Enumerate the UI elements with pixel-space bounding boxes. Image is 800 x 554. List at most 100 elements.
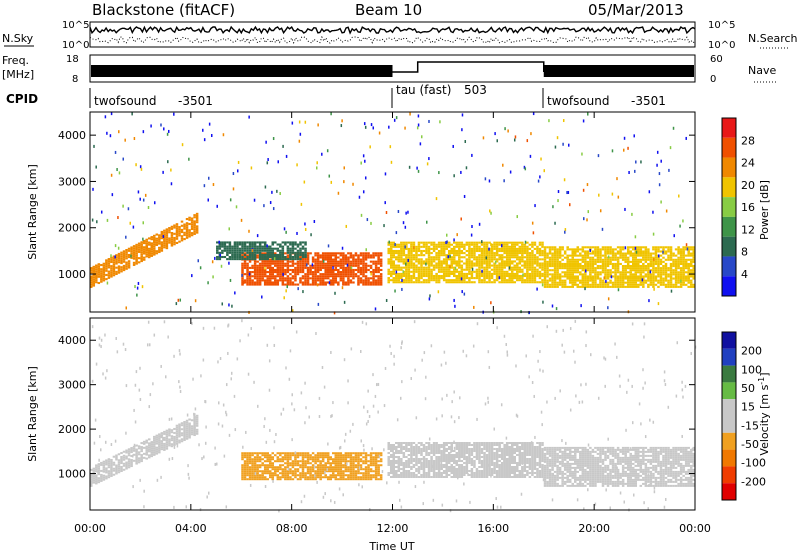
- heatmap-cell: [417, 114, 420, 118]
- heatmap-cell: [440, 241, 443, 244]
- heatmap-cell: [586, 283, 590, 286]
- heatmap-cell: [558, 260, 562, 263]
- heatmap-cell: [521, 281, 524, 284]
- heatmap-cell: [183, 430, 186, 433]
- heatmap-cell: [311, 456, 315, 459]
- heatmap-cell: [473, 258, 476, 261]
- heatmap-cell: [599, 209, 602, 213]
- heatmap-cell: [347, 264, 350, 267]
- heatmap-cell: [122, 468, 126, 471]
- heatmap-cell: [286, 470, 290, 473]
- heatmap-cell: [158, 248, 161, 251]
- heatmap-cell: [422, 272, 426, 275]
- heatmap-cell: [582, 188, 585, 192]
- heatmap-cell: [374, 462, 378, 465]
- heatmap-cell: [319, 281, 322, 284]
- heatmap-cell: [679, 281, 683, 284]
- heatmap-cell: [233, 249, 237, 252]
- heatmap-cell: [427, 268, 431, 271]
- heatmap-cell: [304, 264, 307, 267]
- heatmap-cell: [591, 250, 595, 253]
- heatmap-cell: [367, 464, 370, 467]
- heatmap-cell: [158, 451, 161, 454]
- heatmap-cell: [266, 262, 269, 265]
- heatmap-cell: [150, 124, 152, 128]
- heatmap-cell: [616, 177, 618, 181]
- heatmap-cell: [417, 476, 421, 478]
- heatmap-cell: [407, 264, 411, 267]
- heatmap-cell: [117, 463, 121, 466]
- heatmap-cell: [417, 279, 421, 282]
- heatmap-cell: [599, 254, 602, 257]
- heatmap-cell: [352, 182, 354, 186]
- heatmap-cell: [568, 143, 570, 147]
- heatmap-cell: [374, 456, 378, 459]
- heatmap-cell: [334, 258, 338, 261]
- heatmap-cell: [531, 249, 534, 253]
- heatmap-cell: [357, 271, 360, 274]
- heatmap-cell: [291, 121, 294, 125]
- heatmap-cell: [316, 476, 320, 479]
- heatmap-cell: [626, 258, 630, 261]
- heatmap-cell: [614, 273, 617, 276]
- heatmap-cell: [405, 446, 408, 448]
- heatmap-cell: [475, 247, 479, 250]
- heatmap-cell: [276, 476, 280, 479]
- heatmap-cell: [190, 232, 194, 235]
- heatmap-cell: [286, 474, 290, 477]
- heatmap-cell: [212, 183, 215, 187]
- heatmap-cell: [100, 274, 103, 277]
- heatmap-cell: [402, 456, 406, 458]
- heatmap-cell: [400, 249, 403, 253]
- heatmap-cell: [422, 274, 426, 278]
- heatmap-cell: [528, 311, 530, 315]
- heatmap-cell: [145, 445, 148, 448]
- heatmap-cell: [120, 466, 123, 469]
- heatmap-cell: [276, 468, 280, 471]
- heatmap-cell: [360, 161, 362, 165]
- heatmap-cell: [586, 252, 590, 255]
- heatmap-cell: [291, 309, 294, 313]
- heatmap-cell: [145, 441, 148, 444]
- heatmap-cell: [364, 264, 368, 267]
- heatmap-cell: [140, 458, 143, 461]
- heatmap-cell: [432, 264, 436, 267]
- heatmap-cell: [110, 464, 113, 467]
- nave-tick-bottom: 0: [710, 74, 716, 85]
- heatmap-cell: [145, 244, 148, 248]
- heatmap-cell: [483, 274, 486, 278]
- heatmap-cell: [299, 452, 302, 455]
- heatmap-cell: [392, 270, 396, 273]
- heatmap-cell: [321, 266, 325, 269]
- heatmap-cell: [228, 258, 232, 261]
- heatmap-cell: [516, 279, 519, 282]
- heatmap-cell: [360, 213, 363, 217]
- heatmap-cell: [437, 277, 441, 280]
- heatmap-cell: [120, 456, 123, 459]
- heatmap-cell: [357, 476, 360, 479]
- heatmap-cell: [281, 268, 285, 272]
- heatmap-cell: [543, 267, 547, 270]
- heatmap-cell: [185, 419, 189, 422]
- heatmap-cell: [417, 245, 421, 248]
- heatmap-cell: [543, 283, 547, 286]
- heatmap-cell: [508, 254, 511, 257]
- heatmap-cell: [498, 266, 501, 269]
- heatmap-cell: [402, 466, 406, 468]
- heatmap-cell: [458, 258, 461, 261]
- heatmap-cell: [437, 264, 441, 267]
- heatmap-cell: [395, 279, 398, 282]
- heatmap-cell: [183, 238, 186, 241]
- heatmap-cell: [326, 254, 330, 257]
- heatmap-cell: [163, 242, 166, 245]
- heatmap-cell: [551, 262, 554, 266]
- heatmap-cell: [253, 243, 257, 246]
- heatmap-cell: [674, 262, 678, 266]
- heatmap-cell: [231, 253, 234, 256]
- heatmap-cell: [428, 119, 430, 123]
- heatmap-cell: [248, 245, 252, 248]
- heatmap-cell: [357, 452, 360, 455]
- heatmap-cell: [299, 249, 302, 252]
- heatmap-cell: [153, 447, 156, 450]
- heatmap-cell: [557, 199, 559, 203]
